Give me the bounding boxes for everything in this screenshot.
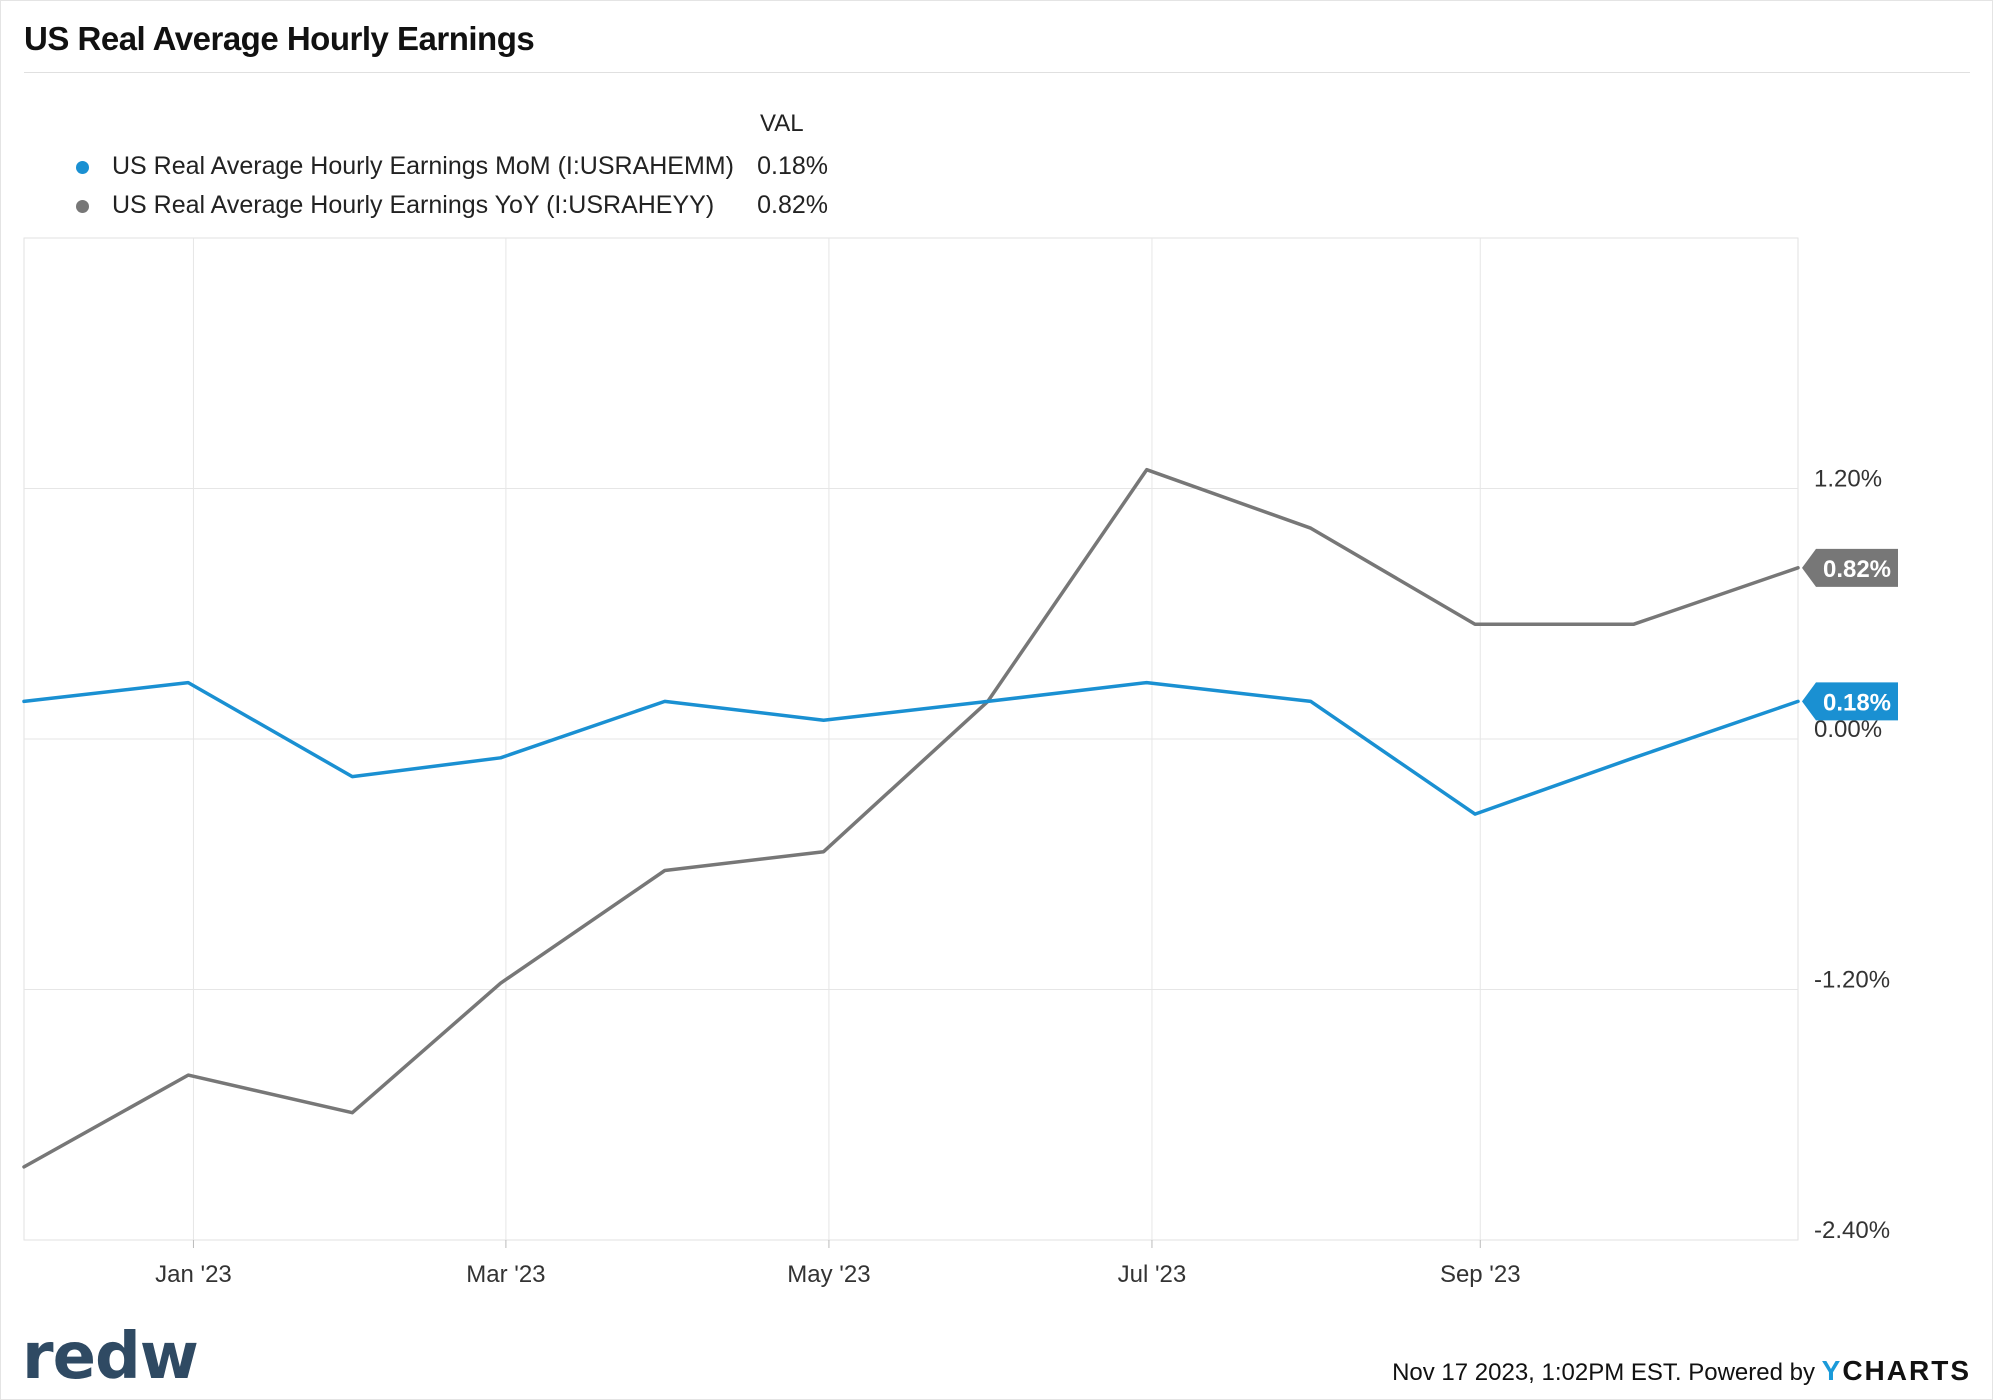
y-tick-label: 0.00% xyxy=(1814,716,1882,743)
x-tick-label: Jul '23 xyxy=(1118,1261,1187,1288)
footer-credit: Nov 17 2023, 1:02PM EST. Powered by YCHA… xyxy=(1392,1355,1971,1387)
ycharts-logo-text: CHARTS xyxy=(1842,1355,1971,1386)
legend-item-yoy[interactable]: US Real Average Hourly Earnings YoY (I:U… xyxy=(48,191,828,227)
series-line-mom xyxy=(22,680,1800,816)
legend-value-header: VAL xyxy=(760,110,804,137)
x-tick-label: May '23 xyxy=(787,1261,870,1288)
series-line-yoy xyxy=(22,467,1800,1169)
chart-title: US Real Average Hourly Earnings xyxy=(24,20,535,57)
y-tick-label: 1.20% xyxy=(1814,466,1882,493)
legend-dot-yoy xyxy=(76,200,89,213)
x-tick-label: Jan '23 xyxy=(155,1261,232,1288)
legend-value-mom: 0.18% xyxy=(757,152,828,180)
timestamp-credit: Nov 17 2023, 1:02PM EST. Powered by xyxy=(1392,1359,1815,1386)
redw-logo: redw xyxy=(22,1320,199,1394)
ycharts-logo-y: Y xyxy=(1821,1355,1843,1386)
y-tick-label: -1.20% xyxy=(1814,967,1890,994)
ycharts-logo: YCHARTS xyxy=(1822,1355,1971,1386)
x-tick-label: Mar '23 xyxy=(466,1261,545,1288)
end-label-yoy: 0.82% xyxy=(1823,556,1891,583)
title-divider xyxy=(24,72,1970,73)
legend-value-yoy: 0.82% xyxy=(757,191,828,219)
legend-dot-mom xyxy=(76,161,89,174)
y-tick-label: -2.40% xyxy=(1814,1217,1890,1244)
end-label-mom: 0.18% xyxy=(1823,689,1891,716)
end-label-tag-yoy xyxy=(1802,548,1898,587)
legend-item-mom[interactable]: US Real Average Hourly Earnings MoM (I:U… xyxy=(48,152,828,188)
end-label-tag-mom xyxy=(1802,682,1898,721)
legend-label-yoy: US Real Average Hourly Earnings YoY (I:U… xyxy=(112,191,715,219)
legend-label-mom: US Real Average Hourly Earnings MoM (I:U… xyxy=(112,152,734,180)
x-tick-label: Sep '23 xyxy=(1440,1261,1521,1288)
